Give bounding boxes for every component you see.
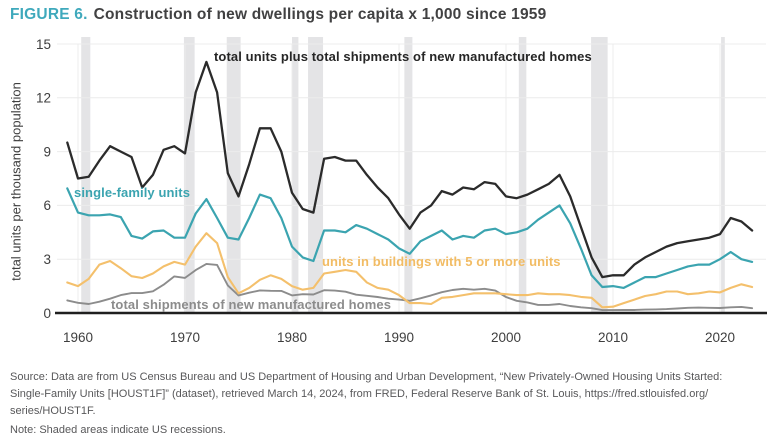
figure-title-text: Construction of new dwellings per capita… [93,6,547,23]
y-tick-label: 12 [36,91,51,106]
y-tick-label: 3 [43,252,51,267]
recession-band [292,37,299,313]
x-tick-label: 1970 [170,330,200,345]
series-label-total-units: total units plus total shipments of new … [214,49,592,64]
series-label-single-family: single-family units [74,185,191,200]
series-label-manufactured-homes: total shipments of new manufactured home… [111,297,392,312]
recession-band [404,37,413,313]
series-line-1 [66,187,754,289]
x-tick-label: 2000 [491,330,521,345]
series-line-3 [66,262,754,312]
recession-band [721,37,725,313]
figure-number: FIGURE 6. [10,6,88,23]
y-tick-label: 9 [43,144,51,159]
recession-note: Note: Shaded areas indicate US recession… [10,424,226,436]
recession-band [81,37,91,313]
series-line-0 [66,60,754,279]
figure-title: FIGURE 6. Construction of new dwellings p… [10,6,546,24]
x-tick-label: 1960 [63,330,93,345]
recession-band [591,37,608,313]
x-tick-label: 2020 [705,330,735,345]
y-axis-title: total units per thousand population [8,82,24,281]
source-line-1: Source: Data are from US Census Bureau a… [10,371,723,383]
y-tick-label: 6 [43,198,51,213]
recession-band [183,37,195,313]
source-line-3: series/HOUST1F. [10,405,96,417]
recession-band [226,37,241,313]
x-tick-label: 1990 [384,330,414,345]
series-line-2 [66,232,754,309]
series-label-five-or-more-units: units in buildings with 5 or more units [322,254,561,269]
y-tick-label: 15 [36,37,51,52]
x-tick-label: 1980 [277,330,307,345]
recession-band [518,37,527,313]
y-tick-label: 0 [43,306,51,321]
source-note: Source: Data are from US Census Bureau a… [10,369,758,420]
dwellings-line-chart: 1960 1970 1980 1990 2000 2010 2020 0 3 6 9 12 15 [36,37,767,345]
source-line-2: Single-Family Units [HOUST1F]” (dataset)… [10,388,709,400]
x-tick-label: 2010 [598,330,628,345]
